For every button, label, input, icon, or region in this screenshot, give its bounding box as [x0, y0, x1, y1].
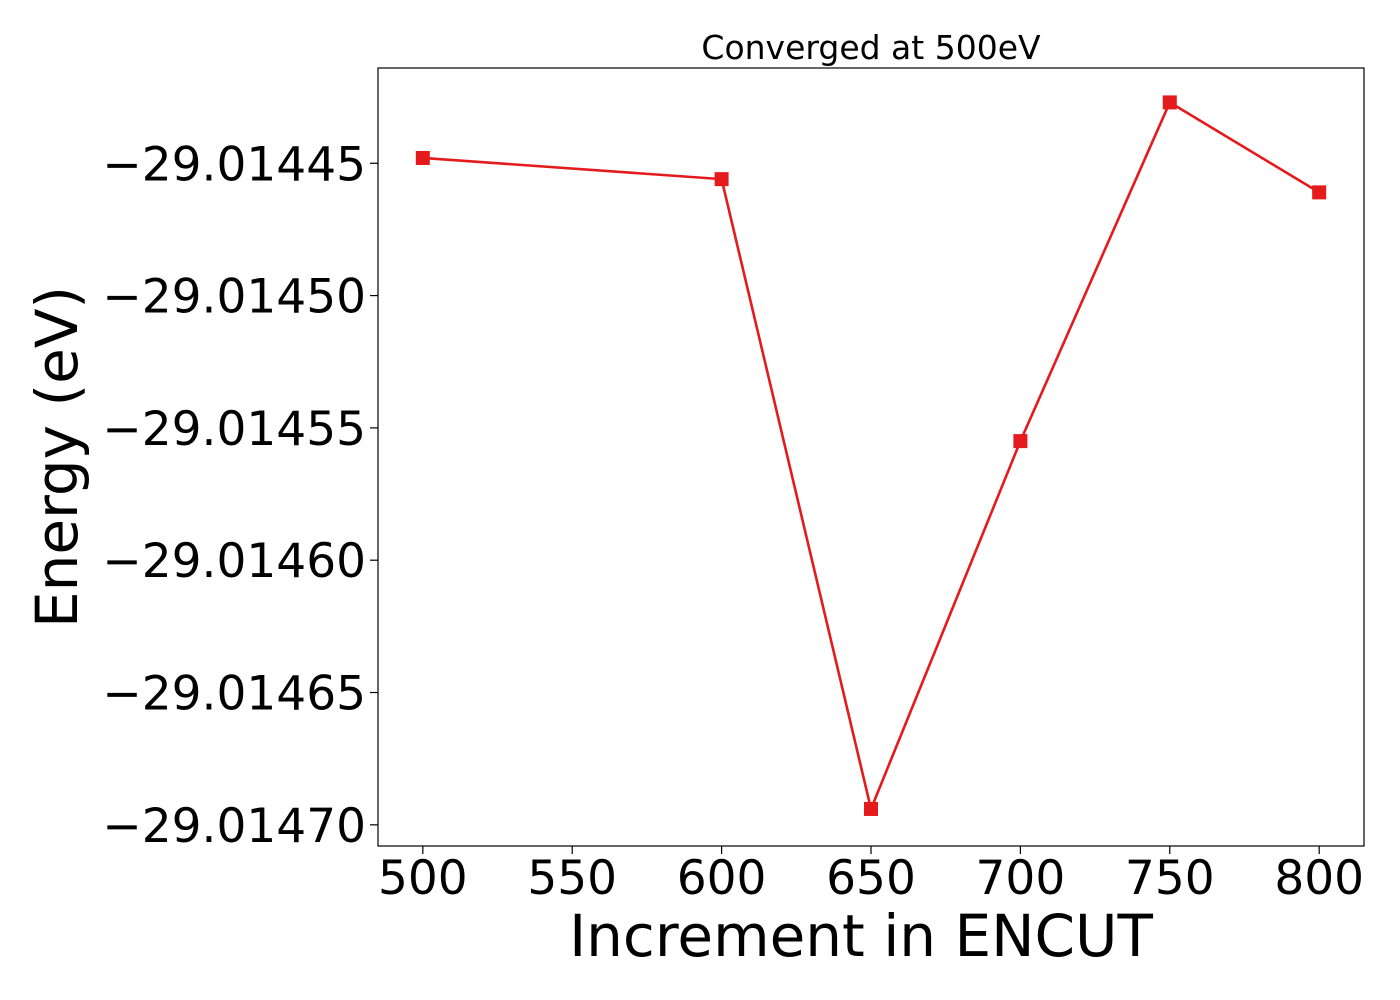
y-tick-label: −29.01455 — [102, 402, 366, 457]
y-tick-label: −29.01470 — [102, 799, 366, 854]
series-line — [422, 101, 1320, 811]
data-point — [864, 801, 878, 816]
x-tick-label: 650 — [826, 851, 916, 906]
x-tick-label: 700 — [976, 851, 1066, 906]
x-tick-label: 500 — [378, 851, 468, 906]
y-tick-label: −29.01445 — [102, 137, 366, 192]
data-point — [415, 150, 430, 165]
x-tick-label: 550 — [527, 851, 617, 906]
x-tick-label: 800 — [1274, 851, 1364, 906]
x-axis-ticks: 500 550 600 650 700 750 800 — [378, 846, 1364, 906]
data-point — [1013, 434, 1028, 449]
data-point — [1312, 185, 1327, 200]
x-axis-label: Increment in ENCUT — [569, 902, 1153, 970]
series-layer — [415, 95, 1327, 816]
chart-title: Converged at 500eV — [701, 28, 1041, 67]
data-point — [1162, 95, 1177, 110]
x-tick-label: 600 — [677, 851, 767, 906]
data-point — [714, 172, 729, 187]
y-axis-label: Energy (eV) — [23, 286, 91, 628]
y-tick-label: −29.01465 — [102, 667, 366, 722]
y-axis-ticks: −29.01445 −29.01450 −29.01455 −29.01460 −29.… — [102, 137, 378, 854]
y-tick-label: −29.01460 — [102, 534, 366, 589]
x-tick-label: 750 — [1125, 851, 1215, 906]
plot-frame — [377, 67, 1365, 847]
y-tick-label: −29.01450 — [102, 270, 366, 325]
